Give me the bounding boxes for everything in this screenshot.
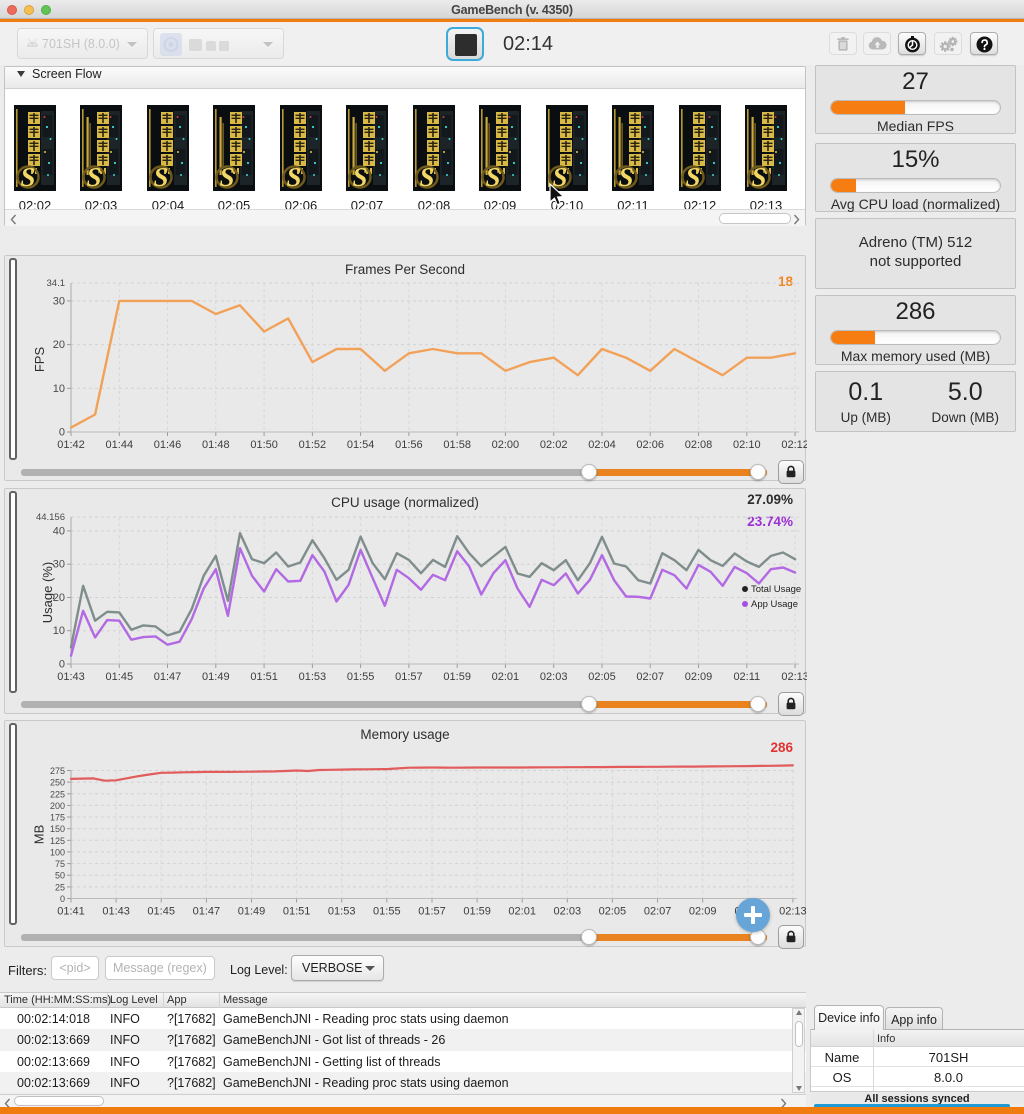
svg-text:02:00: 02:00 [492, 439, 520, 451]
svg-text:0: 0 [59, 427, 65, 439]
svg-text:01:53: 01:53 [328, 906, 356, 918]
svg-text:75: 75 [55, 859, 65, 869]
svg-text:40: 40 [53, 525, 65, 537]
svg-text:01:43: 01:43 [57, 671, 85, 683]
svg-text:150: 150 [50, 824, 65, 834]
svg-text:01:54: 01:54 [347, 439, 375, 451]
svg-text:01:41: 01:41 [57, 906, 85, 918]
svg-text:01:49: 01:49 [202, 671, 230, 683]
svg-text:S: S [419, 162, 434, 191]
svg-text:02:13: 02:13 [779, 906, 807, 918]
svg-text:02:04: 02:04 [588, 439, 616, 451]
svg-text:20: 20 [53, 592, 65, 604]
svg-text:01:59: 01:59 [463, 906, 491, 918]
svg-text:01:49: 01:49 [238, 906, 266, 918]
svg-text:250: 250 [50, 778, 65, 788]
svg-text:01:47: 01:47 [193, 906, 221, 918]
svg-text:50: 50 [55, 871, 65, 881]
svg-text:01:48: 01:48 [202, 439, 230, 451]
svg-text:200: 200 [50, 801, 65, 811]
svg-text:01:57: 01:57 [395, 671, 423, 683]
svg-text:02:05: 02:05 [599, 906, 627, 918]
svg-text:175: 175 [50, 813, 65, 823]
svg-text:01:59: 01:59 [443, 671, 471, 683]
svg-text:01:55: 01:55 [347, 671, 375, 683]
svg-text:02:02: 02:02 [540, 439, 568, 451]
svg-text:01:42: 01:42 [57, 439, 85, 451]
svg-text:01:51: 01:51 [283, 906, 311, 918]
svg-text:30: 30 [53, 295, 65, 307]
svg-text:S: S [219, 162, 234, 191]
svg-text:0: 0 [60, 894, 65, 904]
svg-text:125: 125 [50, 836, 65, 846]
svg-text:S: S [352, 162, 367, 191]
svg-text:S: S [618, 162, 633, 191]
svg-text:02:11: 02:11 [733, 671, 760, 683]
svg-text:02:09: 02:09 [685, 671, 713, 683]
svg-text:S: S [153, 162, 168, 191]
svg-text:30: 30 [53, 559, 65, 571]
svg-text:34.1: 34.1 [47, 278, 66, 289]
svg-text:S: S [685, 162, 700, 191]
svg-text:01:57: 01:57 [418, 906, 446, 918]
svg-text:275: 275 [50, 766, 65, 776]
svg-text:100: 100 [50, 847, 65, 857]
svg-text:01:46: 01:46 [154, 439, 182, 451]
svg-text:01:47: 01:47 [154, 671, 182, 683]
svg-text:02:03: 02:03 [554, 906, 582, 918]
svg-text:01:56: 01:56 [395, 439, 423, 451]
svg-text:20: 20 [53, 339, 65, 351]
svg-text:02:05: 02:05 [588, 671, 616, 683]
svg-text:02:10: 02:10 [733, 439, 761, 451]
svg-text:01:50: 01:50 [250, 439, 278, 451]
svg-text:44.156: 44.156 [36, 512, 65, 523]
svg-text:01:58: 01:58 [443, 439, 471, 451]
svg-text:02:06: 02:06 [636, 439, 664, 451]
svg-text:01:52: 01:52 [299, 439, 327, 451]
svg-text:25: 25 [55, 882, 65, 892]
svg-text:10: 10 [53, 383, 65, 395]
svg-text:02:08: 02:08 [685, 439, 713, 451]
svg-text:02:03: 02:03 [540, 671, 568, 683]
svg-text:10: 10 [53, 625, 65, 637]
svg-text:01:44: 01:44 [106, 439, 134, 451]
svg-text:0: 0 [59, 659, 65, 671]
svg-text:S: S [751, 162, 766, 191]
svg-text:225: 225 [50, 789, 65, 799]
svg-text:S: S [552, 162, 567, 191]
svg-text:S: S [86, 162, 101, 191]
svg-text:02:01: 02:01 [492, 671, 520, 683]
svg-text:02:01: 02:01 [508, 906, 536, 918]
svg-text:01:45: 01:45 [106, 671, 134, 683]
svg-text:02:12: 02:12 [781, 439, 807, 451]
svg-text:S: S [286, 162, 301, 191]
svg-text:02:13: 02:13 [781, 671, 807, 683]
svg-text:01:53: 01:53 [299, 671, 327, 683]
svg-text:02:09: 02:09 [689, 906, 717, 918]
svg-text:01:43: 01:43 [102, 906, 130, 918]
svg-text:02:07: 02:07 [644, 906, 672, 918]
svg-text:01:55: 01:55 [373, 906, 401, 918]
svg-text:S: S [20, 162, 35, 191]
svg-text:S: S [485, 162, 500, 191]
svg-text:01:45: 01:45 [147, 906, 175, 918]
svg-text:01:51: 01:51 [250, 671, 278, 683]
svg-text:02:07: 02:07 [636, 671, 664, 683]
